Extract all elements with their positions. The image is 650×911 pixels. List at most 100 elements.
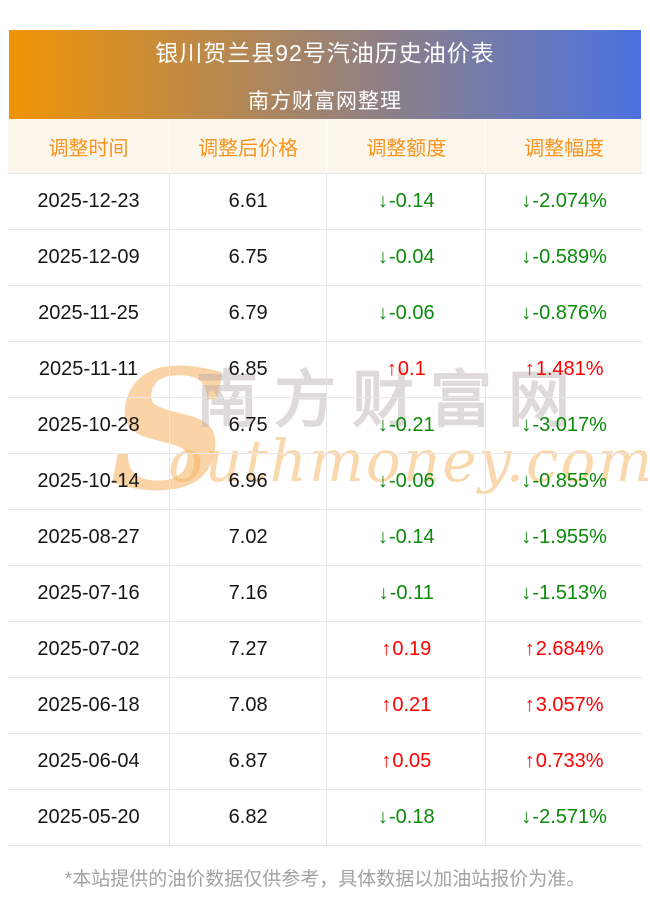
trend-arrow-icon: ↓ (521, 246, 532, 268)
cell-adjust-date: 2025-12-23 (37, 190, 140, 212)
column-header-price-after: 调整后价格 (169, 119, 327, 173)
change-rate-value: 3.057% (535, 694, 604, 716)
cell-change-amount: ↑ 0.19 (326, 622, 485, 677)
cell-change-rate: ↑ 1.481% (485, 342, 642, 397)
cell-change-rate: ↓ -0.589% (485, 230, 642, 285)
change-rate-value: 0.733% (535, 750, 604, 772)
cell-change-rate: ↓ -1.955% (485, 510, 642, 565)
cell-price: 7.02 (169, 510, 326, 565)
cell-price: 6.79 (169, 286, 326, 341)
change-amount-value: -0.04 (389, 246, 435, 268)
cell-change-rate: ↓ -1.513% (485, 566, 642, 621)
change-amount-value: -0.06 (389, 470, 435, 492)
cell-change-rate: ↑ 0.733% (485, 734, 642, 789)
cell-change-amount: ↓ -0.14 (326, 510, 485, 565)
trend-arrow-icon: ↓ (378, 414, 389, 436)
table-row: 2025-12-23 6.61 ↓ -0.14 ↓ -2.074% (8, 174, 642, 230)
trend-arrow-icon: ↓ (521, 302, 532, 324)
cell-price: 6.96 (169, 454, 326, 509)
cell-adjust-date: 2025-05-20 (37, 806, 140, 828)
change-rate-value: -2.074% (532, 190, 607, 212)
cell-price: 6.75 (169, 230, 326, 285)
cell-price: 7.08 (169, 678, 326, 733)
trend-arrow-icon: ↓ (521, 526, 532, 548)
title-banner: 银川贺兰县92号汽油历史油价表 南方财富网整理 (9, 30, 641, 119)
page-subtitle: 南方财富网整理 (248, 90, 402, 113)
change-amount-value: 0.1 (397, 358, 426, 380)
change-rate-value: -0.876% (532, 302, 607, 324)
cell-adjust-date: 2025-06-18 (37, 694, 140, 716)
change-rate-value: -1.513% (532, 582, 607, 604)
change-rate-value: -0.589% (532, 246, 607, 268)
change-amount-value: 0.21 (392, 694, 432, 716)
trend-arrow-icon: ↑ (381, 694, 392, 716)
cell-change-amount: ↓ -0.14 (326, 174, 485, 229)
change-rate-value: 1.481% (535, 358, 604, 380)
trend-arrow-icon: ↓ (378, 470, 389, 492)
cell-price: 6.82 (169, 790, 326, 845)
table-row: 2025-05-20 6.82 ↓ -0.18 ↓ -2.571% (8, 790, 642, 846)
cell-change-rate: ↓ -2.074% (485, 174, 642, 229)
trend-arrow-icon: ↓ (521, 190, 532, 212)
trend-arrow-icon: ↑ (524, 750, 535, 772)
trend-arrow-icon: ↓ (521, 806, 532, 828)
change-rate-value: -0.855% (532, 470, 607, 492)
table-body: 2025-12-23 6.61 ↓ -0.14 ↓ -2.074% 2025-12-… (8, 174, 642, 846)
trend-arrow-icon: ↓ (378, 246, 389, 268)
cell-change-amount: ↓ -0.11 (326, 566, 485, 621)
cell-change-amount: ↑ 0.05 (326, 734, 485, 789)
cell-change-rate: ↓ -3.017% (485, 398, 642, 453)
trend-arrow-icon: ↓ (378, 806, 389, 828)
table-header-row: 调整时间 调整后价格 调整额度 调整幅度 (8, 119, 642, 174)
change-rate-value: 2.684% (535, 638, 604, 660)
cell-change-amount: ↓ -0.04 (326, 230, 485, 285)
trend-arrow-icon: ↓ (521, 470, 532, 492)
cell-change-amount: ↓ -0.18 (326, 790, 485, 845)
cell-change-rate: ↓ -0.855% (485, 454, 642, 509)
cell-price: 6.61 (169, 174, 326, 229)
change-amount-value: -0.14 (389, 190, 435, 212)
trend-arrow-icon: ↓ (378, 190, 389, 212)
column-header-change-amount: 调整额度 (326, 119, 486, 173)
price-table: 调整时间 调整后价格 调整额度 调整幅度 2025-12-23 6.61 ↓ -0… (8, 119, 642, 846)
cell-adjust-date: 2025-11-25 (38, 302, 139, 324)
trend-arrow-icon: ↑ (524, 694, 535, 716)
cell-change-amount: ↓ -0.06 (326, 454, 485, 509)
table-row: 2025-06-04 6.87 ↑ 0.05 ↑ 0.733% (8, 734, 642, 790)
disclaimer-note: *本站提供的油价数据仅供参考，具体数据以加油站报价为准。 (64, 869, 586, 890)
cell-adjust-date: 2025-12-09 (37, 246, 140, 268)
change-amount-value: -0.18 (389, 806, 435, 828)
trend-arrow-icon: ↓ (378, 526, 389, 548)
table-row: 2025-07-02 7.27 ↑ 0.19 ↑ 2.684% (8, 622, 642, 678)
change-amount-value: -0.21 (389, 414, 435, 436)
trend-arrow-icon: ↑ (381, 750, 392, 772)
change-amount-value: -0.06 (389, 302, 435, 324)
trend-arrow-icon: ↑ (524, 638, 535, 660)
cell-change-amount: ↓ -0.06 (326, 286, 485, 341)
table-row: 2025-12-09 6.75 ↓ -0.04 ↓ -0.589% (8, 230, 642, 286)
cell-change-amount: ↑ 0.1 (326, 342, 485, 397)
trend-arrow-icon: ↑ (386, 358, 397, 380)
table-row: 2025-08-27 7.02 ↓ -0.14 ↓ -1.955% (8, 510, 642, 566)
change-rate-value: -1.955% (532, 526, 607, 548)
cell-change-rate: ↑ 2.684% (485, 622, 642, 677)
cell-price: 6.87 (169, 734, 326, 789)
cell-adjust-date: 2025-08-27 (37, 526, 140, 548)
change-amount-value: 0.05 (392, 750, 432, 772)
cell-adjust-date: 2025-07-16 (37, 582, 140, 604)
table-row: 2025-10-14 6.96 ↓ -0.06 ↓ -0.855% (8, 454, 642, 510)
table-row: 2025-11-25 6.79 ↓ -0.06 ↓ -0.876% (8, 286, 642, 342)
cell-adjust-date: 2025-10-14 (37, 470, 140, 492)
column-header-change-rate: 调整幅度 (485, 119, 642, 173)
column-header-adjust-time: 调整时间 (8, 119, 170, 173)
table-row: 2025-07-16 7.16 ↓ -0.11 ↓ -1.513% (8, 566, 642, 622)
cell-price: 7.27 (169, 622, 326, 677)
cell-price: 6.75 (169, 398, 326, 453)
trend-arrow-icon: ↑ (381, 638, 392, 660)
cell-adjust-date: 2025-10-28 (37, 414, 140, 436)
table-row: 2025-06-18 7.08 ↑ 0.21 ↑ 3.057% (8, 678, 642, 734)
cell-adjust-date: 2025-07-02 (37, 638, 140, 660)
cell-adjust-date: 2025-06-04 (37, 750, 140, 772)
change-amount-value: -0.14 (389, 526, 435, 548)
